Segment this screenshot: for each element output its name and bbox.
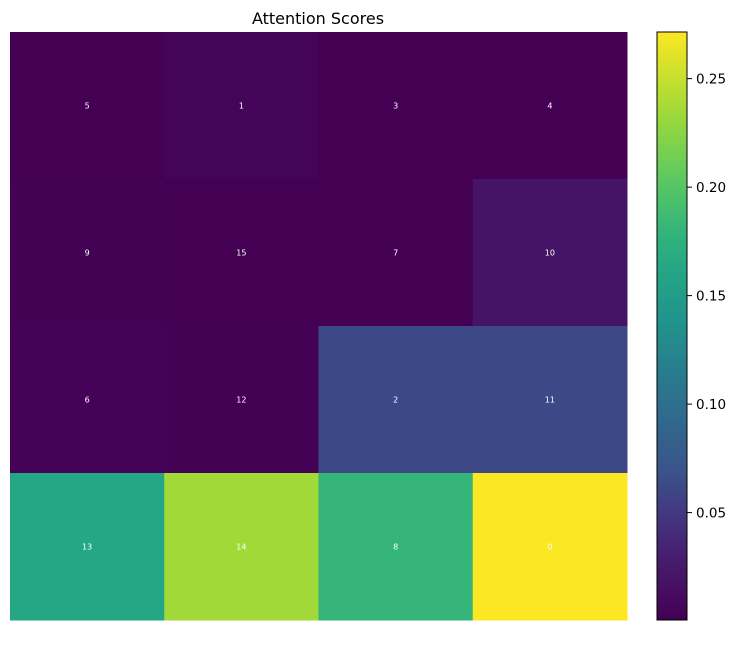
- heatmap-cell-r0-c0: [10, 32, 165, 180]
- cell-label-r1-c1: 15: [236, 249, 246, 258]
- heatmap-cell-r0-c3: [472, 32, 628, 180]
- colorbar-tick-label-2: 0.15: [696, 289, 726, 305]
- chart-title: Attention Scores: [252, 9, 384, 28]
- heatmap-cell-r1-c0: [10, 179, 165, 327]
- colorbar-tick-label-1: 0.10: [696, 397, 726, 413]
- colorbar-ticks: 0.05 0.10 0.15 0.20 0.25: [687, 72, 726, 522]
- heatmap-cells: [10, 32, 628, 621]
- colorbar-tick-label-4: 0.25: [696, 72, 726, 88]
- cell-label-r3-c0: 13: [82, 543, 92, 552]
- heatmap-cell-r0-c2: [318, 32, 474, 180]
- heatmap-cell-r1-c2: [318, 179, 474, 327]
- heatmap-cell-r1-c1: [164, 179, 319, 327]
- cell-label-r3-c3: 0: [547, 543, 552, 552]
- colorbar-tick-label-3: 0.20: [696, 180, 726, 196]
- heatmap-cell-r1-c3: [472, 179, 628, 327]
- cell-label-r2-c0: 6: [85, 396, 90, 405]
- cell-label-r0-c1: 1: [239, 102, 244, 111]
- heatmap-cell-r3-c2: [318, 473, 474, 621]
- heatmap-cell-r2-c3: [472, 326, 628, 474]
- heatmap-cell-r2-c2: [318, 326, 474, 474]
- heatmap-cell-r3-c1: [164, 473, 319, 621]
- heatmap-cell-r3-c3: [472, 473, 628, 621]
- cell-label-r3-c1: 14: [236, 543, 246, 552]
- heatmap-cell-r3-c0: [10, 473, 165, 621]
- cell-label-r2-c3: 11: [545, 396, 555, 405]
- cell-label-r2-c1: 12: [236, 396, 246, 405]
- cell-label-r3-c2: 8: [393, 543, 398, 552]
- cell-label-r0-c3: 4: [547, 102, 552, 111]
- colorbar-tick-label-0: 0.05: [696, 506, 726, 522]
- heatmap-cell-r2-c1: [164, 326, 319, 474]
- cell-label-r1-c3: 10: [545, 249, 555, 258]
- heatmap-cell-r2-c0: [10, 326, 165, 474]
- cell-label-r1-c0: 9: [85, 249, 90, 258]
- heatmap-cell-r0-c1: [164, 32, 319, 180]
- cell-label-r0-c0: 5: [85, 102, 90, 111]
- colorbar: [656, 31, 688, 621]
- cell-label-r2-c2: 2: [393, 396, 398, 405]
- cell-label-r1-c2: 7: [393, 249, 398, 258]
- cell-label-r0-c2: 3: [393, 102, 398, 111]
